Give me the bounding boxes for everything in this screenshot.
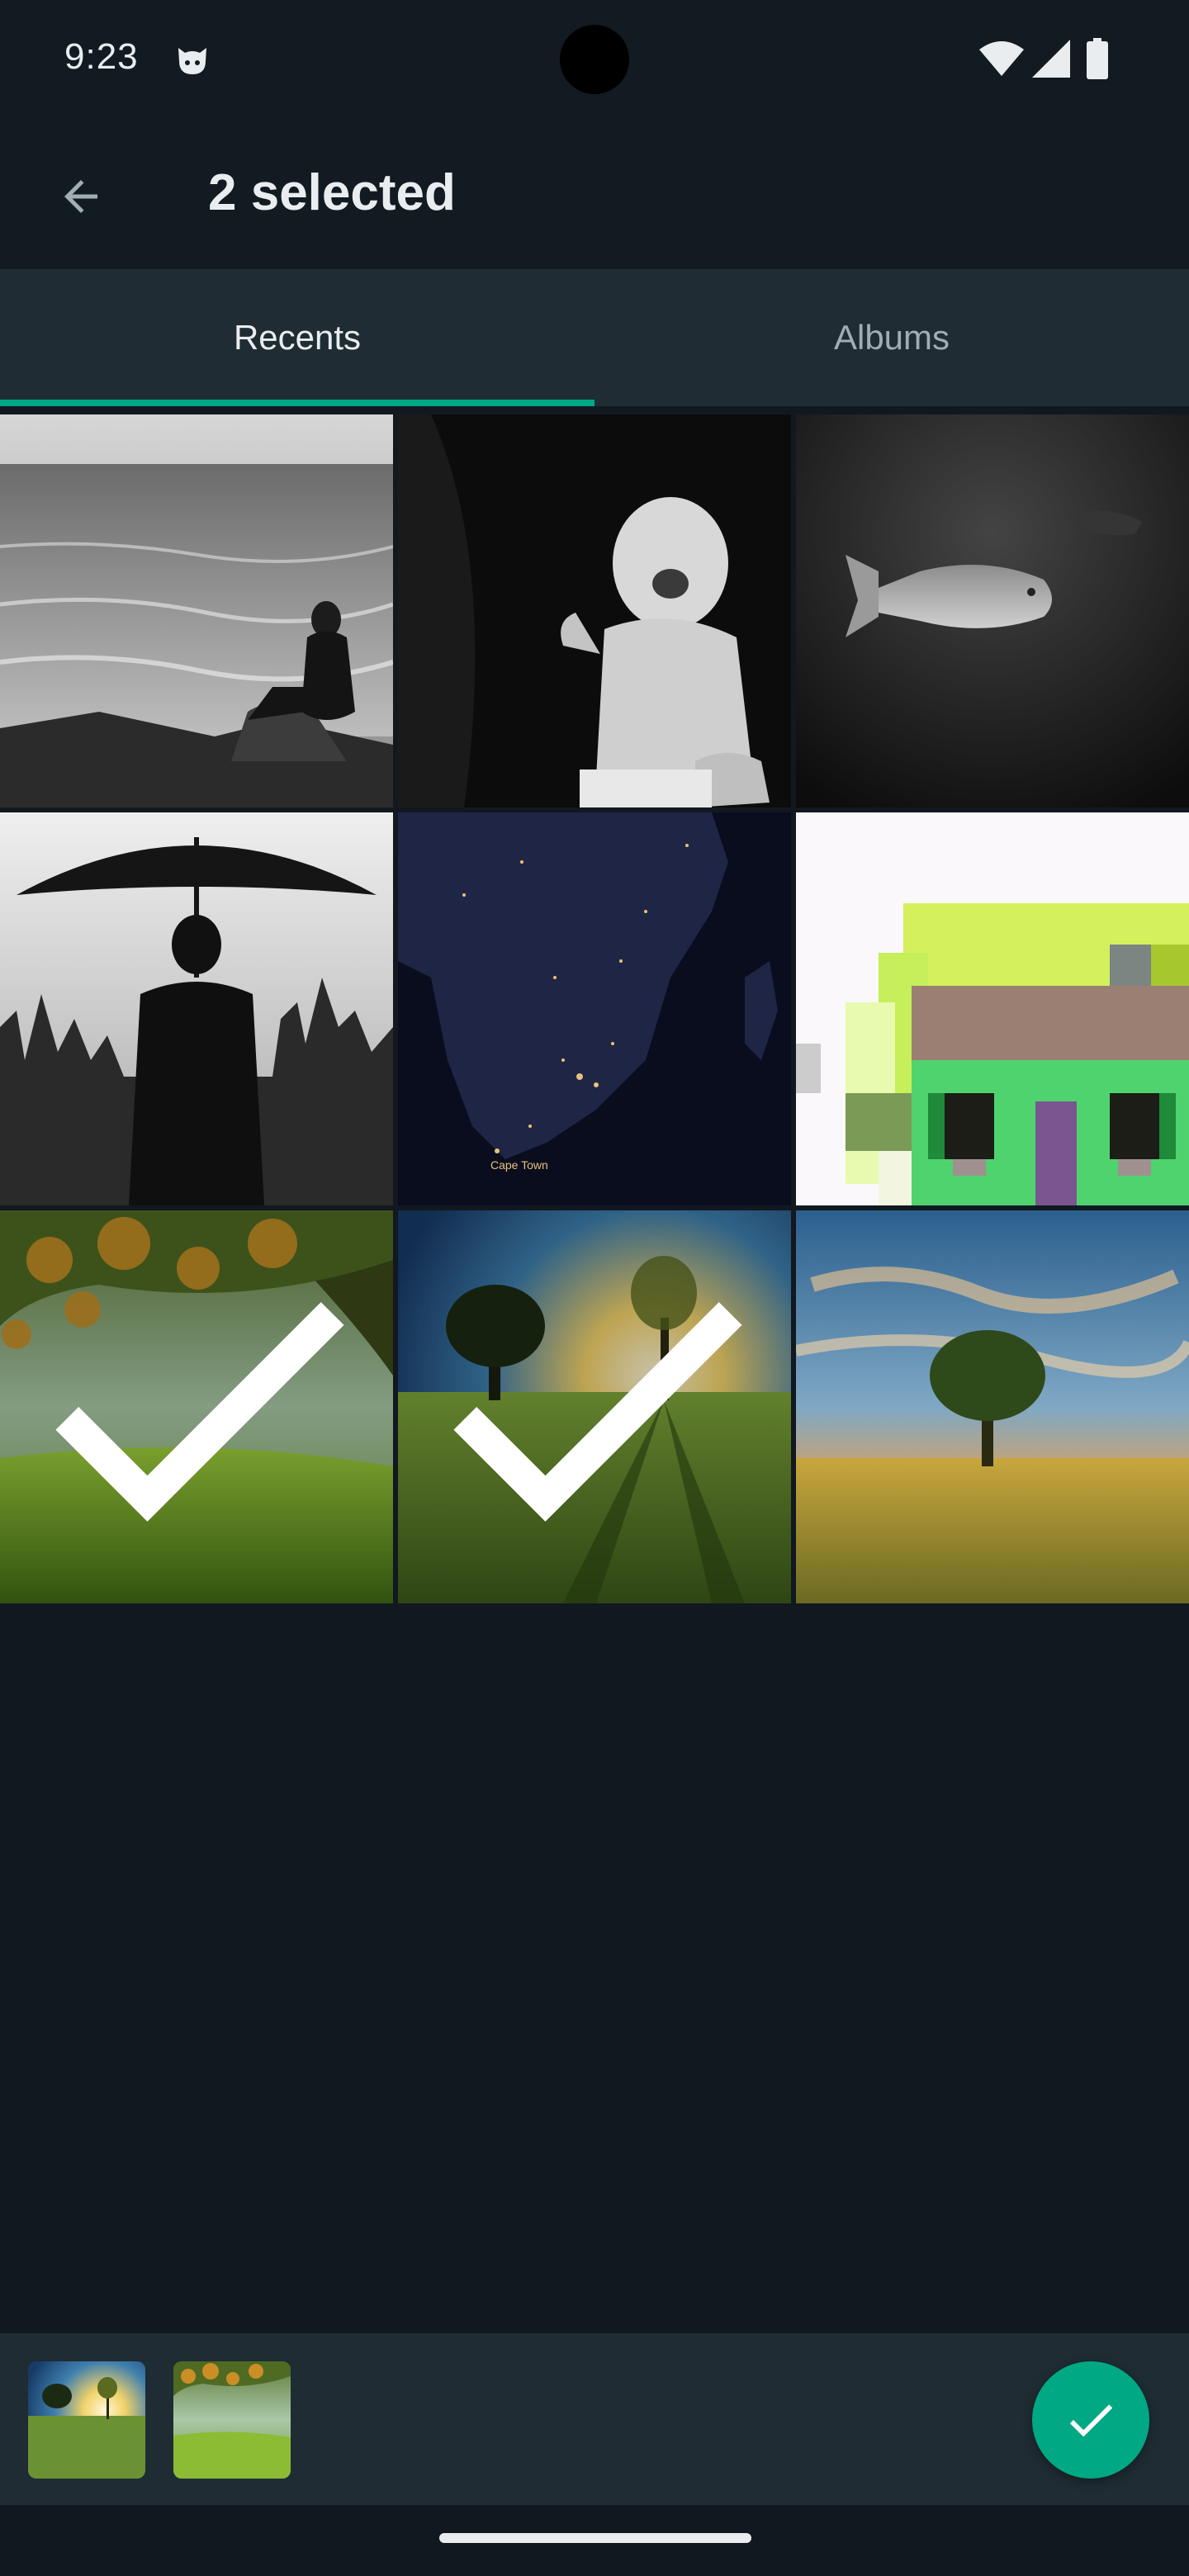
tab-albums-label: Albums [833,318,950,357]
photo-thumbnail [0,1210,393,1603]
photo-tile-selected[interactable] [0,1210,393,1603]
photo-thumbnail [0,812,393,1205]
check-icon [1069,2404,1113,2437]
confirm-selection-button[interactable] [1032,2361,1149,2479]
selected-thumbnail-image [173,2361,291,2479]
photo-thumbnail [398,1210,791,1603]
tab-bar: Recents Albums [0,269,1189,406]
photo-thumbnail [0,414,393,807]
home-indicator[interactable] [439,2533,751,2543]
tab-albums[interactable]: Albums [594,269,1189,406]
photo-tile-selected[interactable] [398,1210,791,1603]
tab-recents[interactable]: Recents [0,269,594,406]
battery-icon [1087,38,1108,79]
tab-recents-label: Recents [233,318,362,357]
app-bar: 2 selected [0,121,1189,269]
check-icon [453,1302,742,1522]
status-time: 9:23 [64,36,139,77]
photo-grid: Cape Town [0,414,1189,1603]
photo-tile[interactable] [796,1210,1189,1603]
photo-thumbnail [796,1210,1189,1603]
back-button[interactable] [41,157,121,236]
tab-indicator [0,400,594,406]
photo-thumbnail: Cape Town [398,812,791,1205]
photo-thumbnail [796,414,1189,807]
cell-signal-icon [1032,40,1070,78]
photo-tile[interactable] [0,812,393,1205]
photo-tile[interactable] [398,414,791,807]
selected-thumbnail[interactable] [28,2361,145,2479]
status-bar: 9:23 [0,0,1189,121]
photo-thumbnail [398,414,791,807]
photo-tile[interactable] [0,414,393,807]
photo-thumbnail [796,812,1189,1205]
photo-tile[interactable] [796,414,1189,807]
camera-cutout [560,25,629,94]
cat-face-icon [178,48,206,74]
selection-tray [0,2333,1189,2505]
check-icon [55,1302,344,1522]
selected-thumbnail[interactable] [173,2361,291,2479]
selected-overlay [0,1210,393,1603]
wifi-icon [979,41,1024,76]
photo-tile[interactable]: Cape Town [398,812,791,1205]
selected-thumbnail-image [28,2361,145,2479]
map-label-cape-town: Cape Town [490,1158,548,1172]
photo-tile[interactable] [796,812,1189,1205]
arrow-left-icon [64,180,97,213]
selected-overlay [398,1210,791,1603]
page-title: 2 selected [208,164,456,221]
